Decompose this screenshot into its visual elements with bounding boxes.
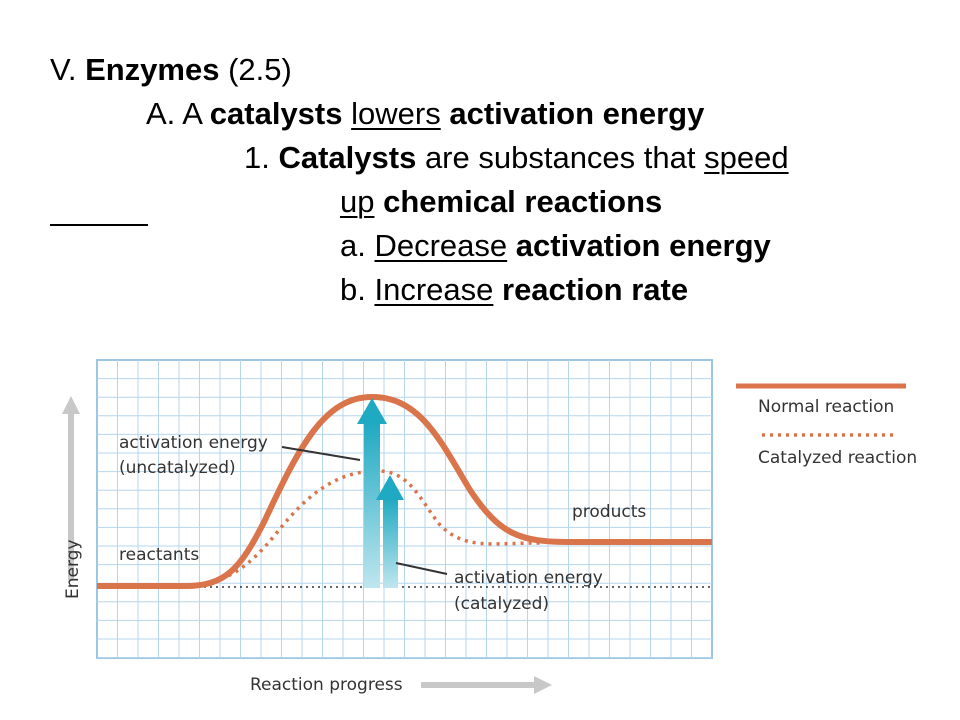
legend: Normal reaction Catalyzed reaction (736, 383, 917, 468)
uncatalyzed-label-1: activation energy (119, 433, 268, 453)
point-1-cont-term: chemical reactions (383, 184, 663, 219)
uncatalyzed-leader-line (281, 446, 361, 461)
catalyzed-label-1: activation energy (454, 568, 603, 588)
legend-normal-label: Normal reaction (758, 397, 894, 417)
point-a: A. A catalysts lowers activation energy (146, 96, 704, 132)
point-a-blank: lowers (351, 96, 441, 131)
point-1: 1. Catalysts are substances that speed (244, 140, 789, 176)
space (493, 272, 502, 307)
heading-ref: (2.5) (219, 52, 292, 87)
point-1a: a. Decrease activation energy (340, 228, 771, 264)
point-a-prefix: A. A (146, 96, 210, 131)
point-1-prefix: 1. (244, 140, 279, 175)
section-heading: V. Enzymes (2.5) (50, 52, 292, 88)
point-1a-term: activation energy (515, 228, 771, 263)
point-1-term: Catalysts (278, 140, 417, 175)
normal-reaction-curve (97, 393, 712, 589)
space (374, 184, 383, 219)
point-a-term: catalysts (209, 96, 343, 131)
uncatalyzed-arrow (357, 398, 387, 588)
point-1b-blank: Increase (374, 272, 494, 307)
catalyzed-arrow-shaft (383, 498, 398, 588)
blank-underline (50, 224, 148, 226)
space (507, 228, 516, 263)
space (343, 96, 352, 131)
point-1-cont: up chemical reactions (340, 184, 662, 220)
point-a-term2: activation energy (449, 96, 705, 131)
energy-diagram: Energy Reaction progress activation ener… (62, 359, 917, 695)
point-1b-prefix: b. (340, 272, 375, 307)
point-1b-term: reaction rate (502, 272, 689, 307)
point-1-cont-blank: up (340, 184, 375, 219)
catalyzed-arrow-head (376, 475, 404, 500)
energy-axis: Energy (62, 396, 83, 599)
catalyzed-label-2: (catalyzed) (454, 594, 549, 614)
heading-numeral: V. (50, 52, 86, 87)
energy-axis-label: Energy (63, 539, 83, 599)
progress-axis-label: Reaction progress (250, 675, 403, 695)
progress-axis: Reaction progress (250, 675, 552, 695)
reactants-label: reactants (119, 545, 199, 565)
uncatalyzed-label-2: (uncatalyzed) (119, 458, 236, 478)
heading-title: Enzymes (85, 52, 220, 87)
point-1-blank: speed (704, 140, 789, 175)
point-1b: b. Increase reaction rate (340, 272, 688, 308)
legend-catalyzed-label: Catalyzed reaction (758, 448, 917, 468)
uncatalyzed-arrow-shaft (364, 422, 380, 588)
point-1a-blank: Decrease (374, 228, 508, 263)
point-1a-prefix: a. (340, 228, 375, 263)
energy-axis-arrowhead (62, 396, 80, 414)
catalyzed-arrow (376, 475, 404, 588)
uncatalyzed-arrow-head (357, 398, 387, 424)
point-1-text: are substances that (416, 140, 705, 175)
catalyzed-leader-line (395, 562, 448, 575)
progress-axis-arrowhead (534, 676, 552, 694)
products-label: products (572, 502, 646, 522)
